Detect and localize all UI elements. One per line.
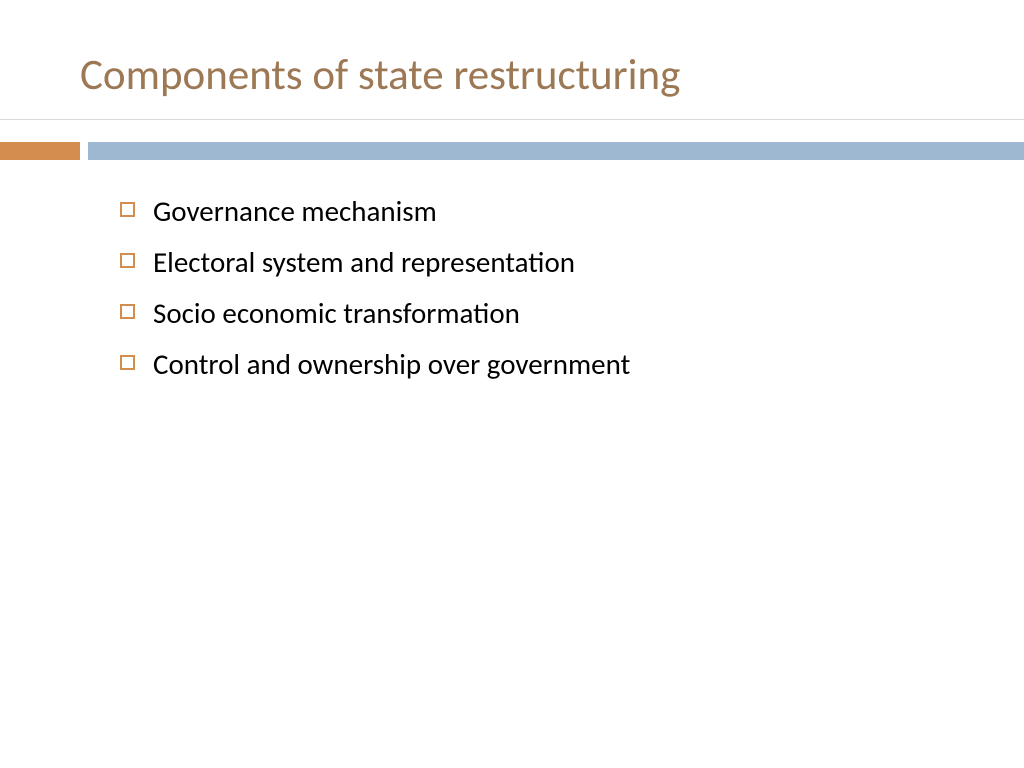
list-item: Governance mechanism <box>120 192 944 231</box>
square-bullet-icon <box>120 355 135 370</box>
bullet-text: Governance mechanism <box>153 192 437 231</box>
bullet-text: Control and ownership over government <box>153 345 630 384</box>
bullet-text: Socio economic transformation <box>153 294 520 333</box>
square-bullet-icon <box>120 202 135 217</box>
slide-content: Governance mechanism Electoral system an… <box>0 160 1024 385</box>
list-item: Control and ownership over government <box>120 345 944 384</box>
square-bullet-icon <box>120 304 135 319</box>
slide-title: Components of state restructuring <box>0 0 1024 120</box>
divider-gap <box>80 142 88 160</box>
divider-accent-orange <box>0 142 80 160</box>
square-bullet-icon <box>120 253 135 268</box>
divider-accent-blue <box>88 142 1024 160</box>
bullet-list: Governance mechanism Electoral system an… <box>120 192 944 385</box>
presentation-slide: Components of state restructuring Govern… <box>0 0 1024 768</box>
divider-row <box>0 142 1024 160</box>
bullet-text: Electoral system and representation <box>153 243 575 282</box>
list-item: Electoral system and representation <box>120 243 944 282</box>
list-item: Socio economic transformation <box>120 294 944 333</box>
